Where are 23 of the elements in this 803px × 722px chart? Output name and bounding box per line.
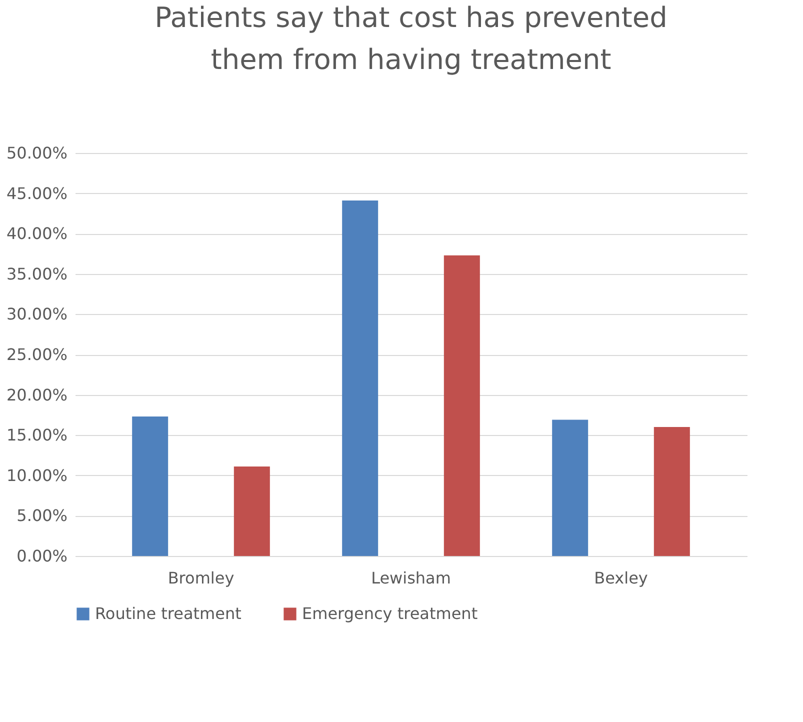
bar bbox=[234, 466, 270, 556]
y-tick-label: 45.00% bbox=[6, 184, 68, 203]
legend-label: Emergency treatment bbox=[302, 604, 478, 623]
legend-label: Routine treatment bbox=[95, 604, 242, 623]
x-tick-label: Bromley bbox=[168, 568, 234, 588]
y-tick-label: 10.00% bbox=[6, 466, 68, 485]
bar bbox=[552, 420, 588, 556]
x-tick-label: Bexley bbox=[594, 568, 648, 588]
y-tick-label: 35.00% bbox=[6, 264, 68, 284]
y-tick-label: 15.00% bbox=[6, 426, 68, 445]
bar bbox=[444, 255, 480, 556]
bar bbox=[132, 416, 168, 556]
y-tick-label: 40.00% bbox=[6, 224, 68, 244]
y-tick-label: 5.00% bbox=[16, 506, 68, 526]
chart-title: Patients say that cost has prevented them from having treatment bbox=[154, 1, 668, 76]
y-tick-label: 50.00% bbox=[6, 144, 68, 162]
y-tick-label: 20.00% bbox=[6, 385, 68, 404]
bar bbox=[342, 200, 378, 556]
y-tick-label: 25.00% bbox=[6, 345, 68, 364]
x-tick-label: Lewisham bbox=[371, 568, 451, 588]
bar bbox=[654, 427, 690, 556]
y-tick-label: 30.00% bbox=[6, 304, 68, 324]
y-tick-label: 0.00% bbox=[16, 546, 68, 566]
